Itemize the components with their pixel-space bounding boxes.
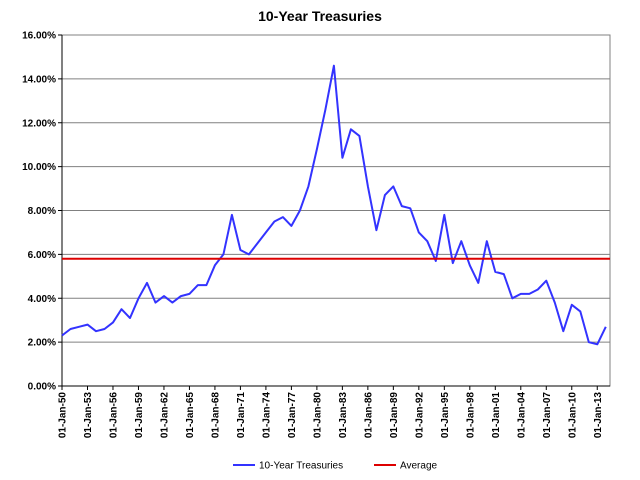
y-tick-label: 0.00% bbox=[28, 382, 56, 393]
y-tick-label: 6.00% bbox=[28, 250, 56, 261]
x-tick-label: 01-Jan-68 bbox=[210, 392, 221, 439]
x-tick-label: 01-Jan-65 bbox=[185, 392, 196, 439]
x-tick-label: 01-Jan-07 bbox=[542, 392, 553, 439]
legend: 10-Year Treasuries Average bbox=[233, 461, 438, 472]
x-tick-label: 01-Jan-83 bbox=[338, 392, 349, 439]
series-layer bbox=[61, 64, 610, 346]
y-tick-label: 8.00% bbox=[28, 206, 56, 217]
y-tick-label: 14.00% bbox=[22, 74, 56, 85]
x-tick-label: 01-Jan-86 bbox=[363, 392, 374, 439]
x-tick-label: 01-Jan-98 bbox=[465, 392, 476, 439]
x-tick-label: 01-Jan-04 bbox=[516, 392, 527, 439]
y-tick-label: 2.00% bbox=[28, 338, 56, 349]
chart-title: 10-Year Treasuries bbox=[258, 8, 382, 24]
x-tick-label: 01-Jan-10 bbox=[567, 392, 578, 439]
x-tick-label: 01-Jan-53 bbox=[83, 392, 94, 439]
y-tick-label: 12.00% bbox=[22, 118, 56, 129]
y-axis-ticks: 0.00% 2.00% 4.00% 6.00% 8.00% 10.00% 12.00% 14.… bbox=[22, 31, 63, 393]
y-tick-label: 10.00% bbox=[22, 162, 56, 173]
legend-label-10-year-treasuries: 10-Year Treasuries bbox=[259, 461, 343, 472]
x-tick-label: 01-Jan-89 bbox=[389, 392, 400, 439]
x-tick-label: 01-Jan-77 bbox=[287, 392, 298, 439]
x-tick-label: 01-Jan-71 bbox=[236, 392, 247, 439]
x-tick-label: 01-Jan-01 bbox=[491, 392, 502, 439]
series-line-10-year-treasuries bbox=[61, 64, 607, 346]
legend-label-average: Average bbox=[400, 461, 438, 472]
x-tick-label: 01-Jan-62 bbox=[159, 392, 170, 439]
y-tick-label: 16.00% bbox=[22, 31, 56, 42]
x-tick-label: 01-Jan-80 bbox=[312, 392, 323, 439]
x-tick-label: 01-Jan-92 bbox=[414, 392, 425, 439]
x-tick-label: 01-Jan-56 bbox=[108, 392, 119, 439]
x-tick-label: 01-Jan-50 bbox=[58, 392, 69, 439]
x-tick-label: 01-Jan-59 bbox=[134, 392, 145, 439]
x-tick-label: 01-Jan-74 bbox=[261, 392, 272, 439]
y-tick-label: 4.00% bbox=[28, 294, 56, 305]
x-axis-ticks: 01-Jan-50 01-Jan-53 01-Jan-56 01-Jan-59 01-J… bbox=[58, 385, 610, 439]
x-tick-label: 01-Jan-13 bbox=[593, 392, 604, 439]
x-tick-label: 01-Jan-95 bbox=[440, 392, 451, 439]
